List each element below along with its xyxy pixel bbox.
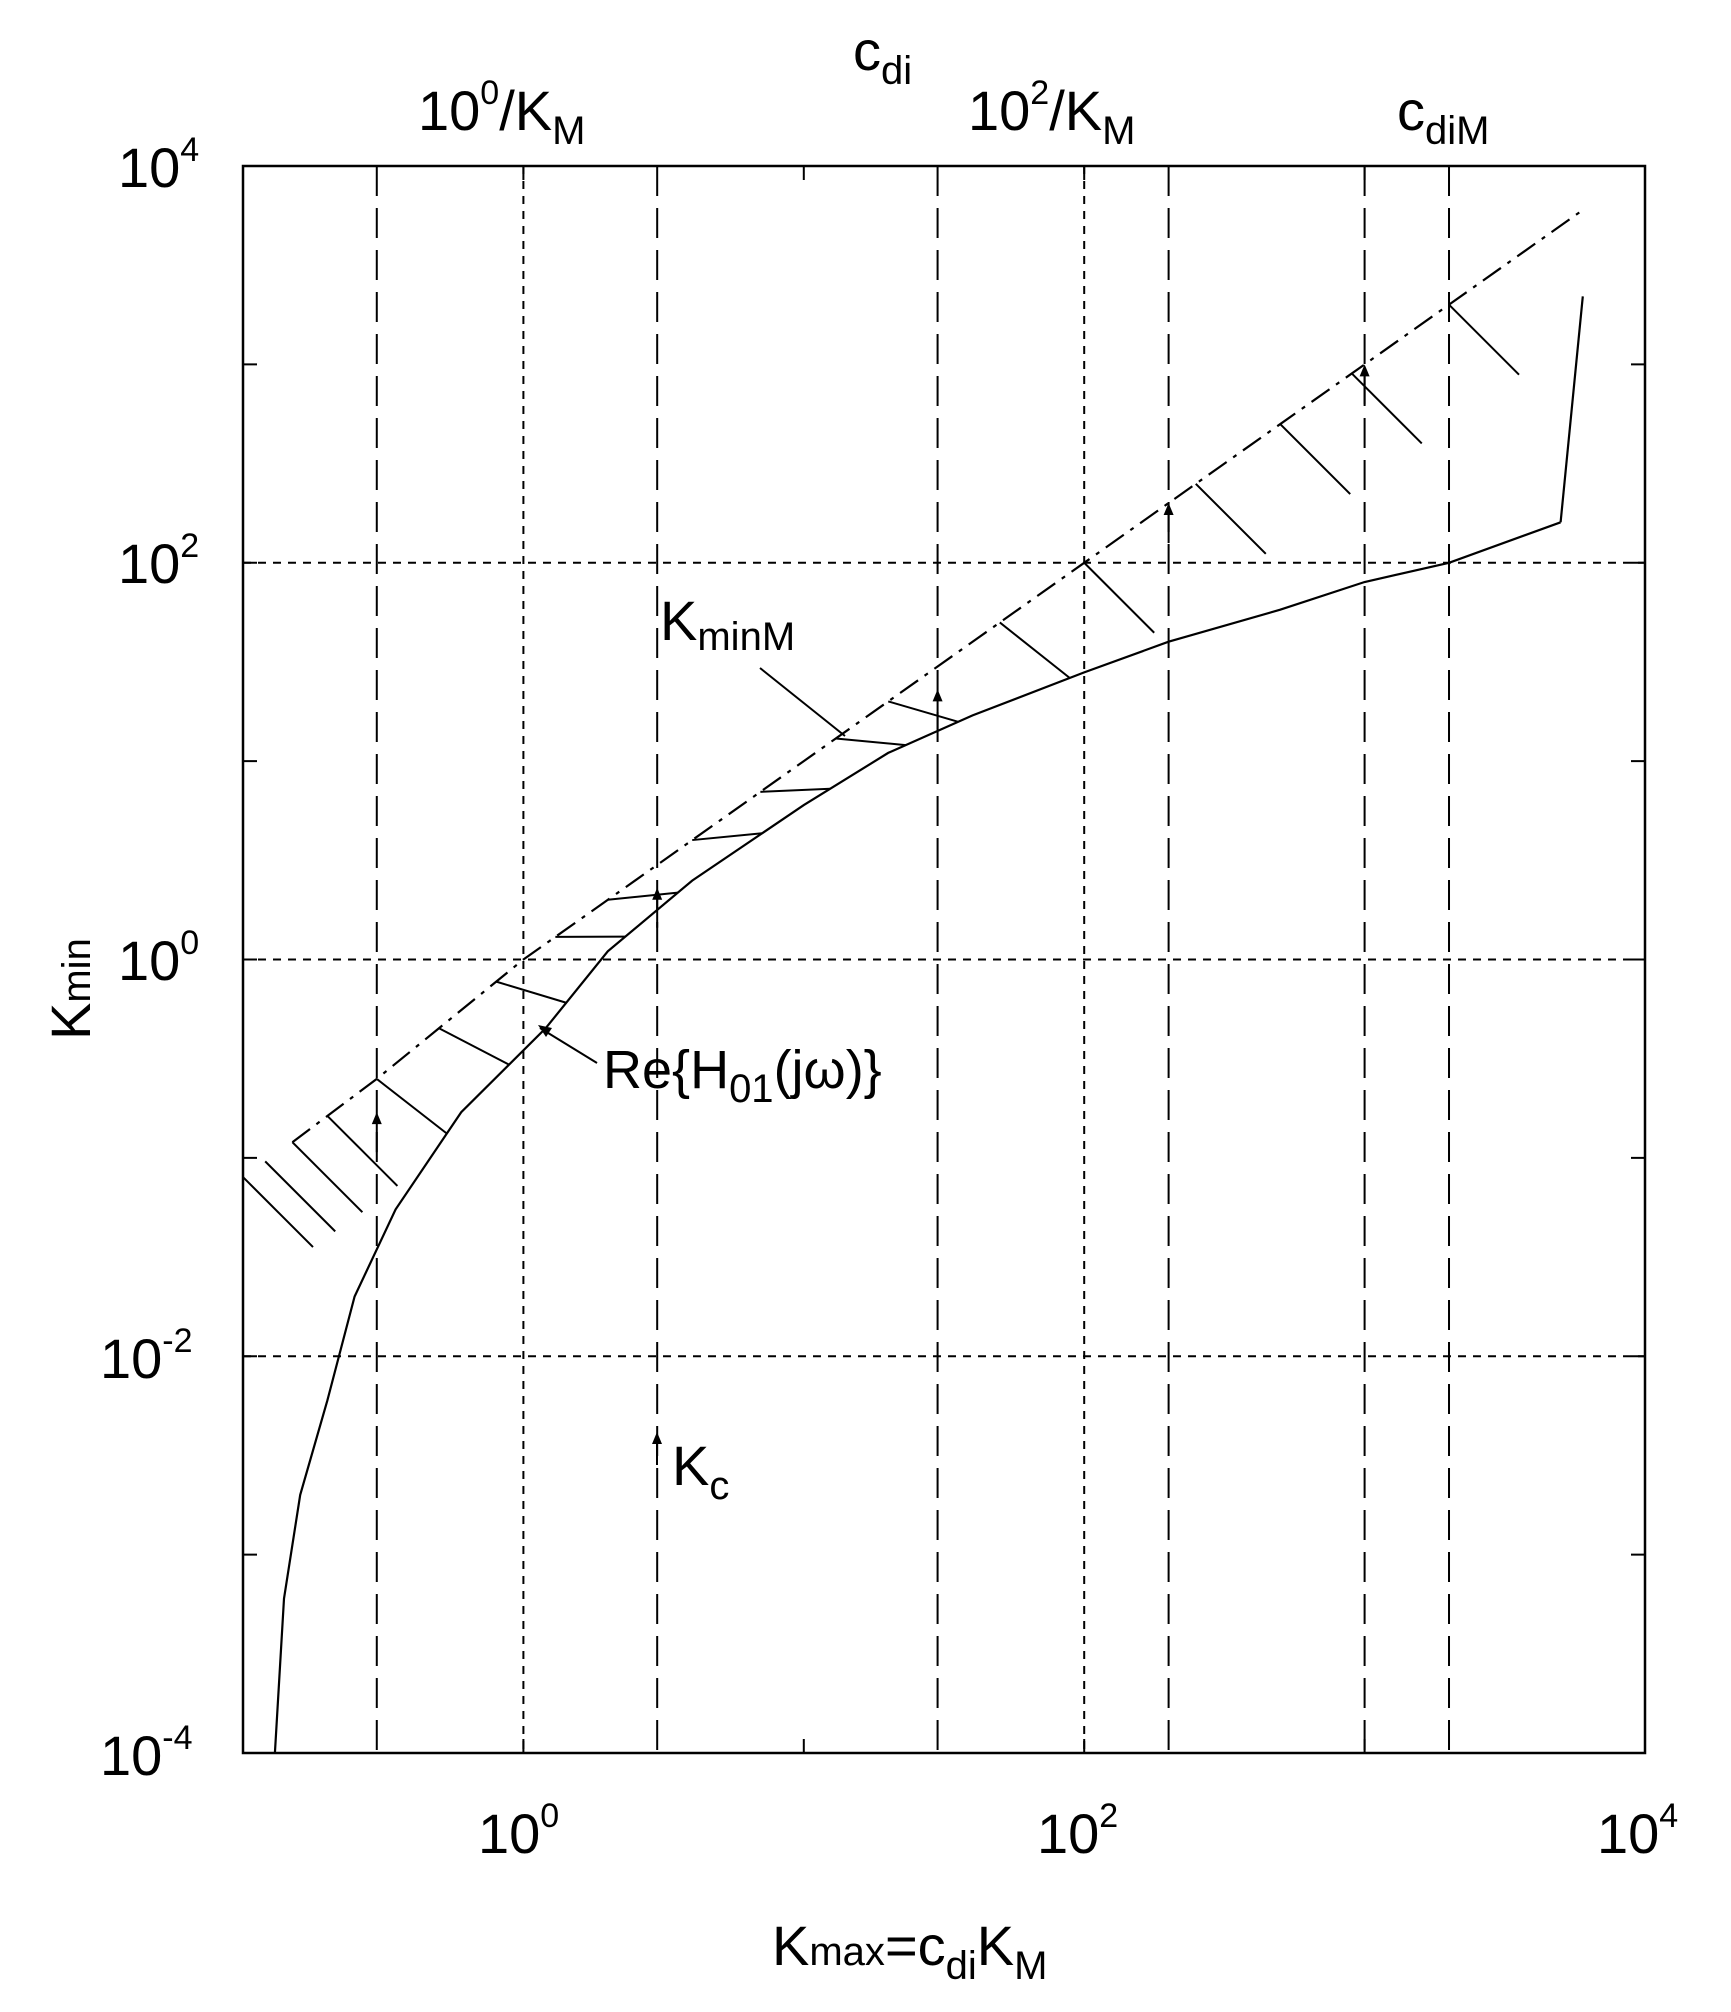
hatch-mark	[326, 1115, 399, 1187]
kminm-label: KminM	[660, 589, 795, 659]
arrow-head	[1359, 364, 1370, 377]
vertical-marker-lines	[375, 166, 1451, 1753]
hatch-mark	[376, 1078, 448, 1135]
reh-series-line	[1559, 296, 1584, 523]
kminm-leader-line	[759, 667, 846, 737]
reh-series-line	[273, 521, 1561, 1754]
hatch-mark	[438, 1027, 510, 1066]
top-label: 100/KM	[418, 74, 585, 153]
kminm-series-line	[291, 209, 1584, 1144]
top-label: cdi	[853, 19, 912, 93]
hatch-mark	[1279, 423, 1351, 495]
hatch-mark	[887, 700, 959, 723]
hatch-mark	[1083, 562, 1155, 634]
hatch-mark	[1351, 372, 1423, 445]
kc-arrow-icon	[652, 1432, 662, 1465]
kc-label: Kc	[672, 1434, 729, 1508]
y-axis-label: Kmin	[39, 938, 102, 1040]
y-tick-label: 10-4	[100, 1719, 193, 1787]
top-label: 102/KM	[968, 74, 1135, 153]
arrow-head	[1163, 503, 1174, 516]
y-tick-label: 102	[118, 527, 199, 595]
axis-ticks	[242, 165, 1646, 1754]
hatch-mark	[242, 1176, 314, 1248]
y-tick-label: 104	[118, 131, 199, 199]
hatch-mark	[835, 737, 906, 747]
re-h-arrowhead	[538, 1025, 552, 1037]
y-tick-label: 100	[118, 924, 199, 992]
hatch-mark	[291, 1141, 364, 1213]
x-tick-label: 100	[478, 1797, 559, 1865]
hatch-mark	[999, 621, 1071, 679]
top-label: cdiM	[1397, 79, 1489, 153]
arrow-marks	[371, 364, 1370, 1153]
hatch-mark	[1195, 483, 1267, 555]
arrow-head	[371, 1112, 382, 1125]
re-h-label: Re{H01(jω)}	[603, 1040, 882, 1111]
hatch-mark	[264, 1160, 336, 1233]
hatch-mark	[1448, 303, 1520, 376]
hatch-marks	[242, 303, 1520, 1248]
hatch-mark	[607, 891, 678, 901]
grid-lines	[243, 166, 1645, 1753]
arrow-head	[652, 887, 663, 900]
hatch-mark	[495, 980, 567, 1004]
y-tick-label: 10-2	[100, 1322, 193, 1390]
series-lines	[273, 209, 1584, 1754]
hatch-mark	[692, 832, 763, 842]
arrow-head	[932, 689, 943, 702]
hatch-mark	[760, 787, 831, 793]
x-axis-label: Kmax=cdiKM	[772, 1914, 1047, 1988]
x-tick-label: 102	[1037, 1797, 1118, 1865]
re-h-leader-line	[539, 1027, 598, 1064]
x-tick-label: 104	[1597, 1797, 1678, 1865]
